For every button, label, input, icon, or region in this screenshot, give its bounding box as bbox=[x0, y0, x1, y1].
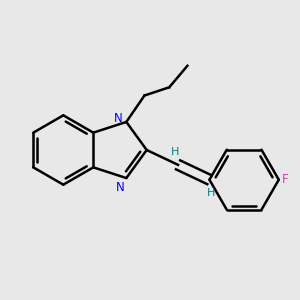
Text: N: N bbox=[114, 112, 123, 125]
Text: N: N bbox=[116, 182, 125, 194]
Text: H: H bbox=[207, 188, 215, 198]
Text: H: H bbox=[171, 147, 179, 157]
Text: F: F bbox=[282, 173, 289, 186]
